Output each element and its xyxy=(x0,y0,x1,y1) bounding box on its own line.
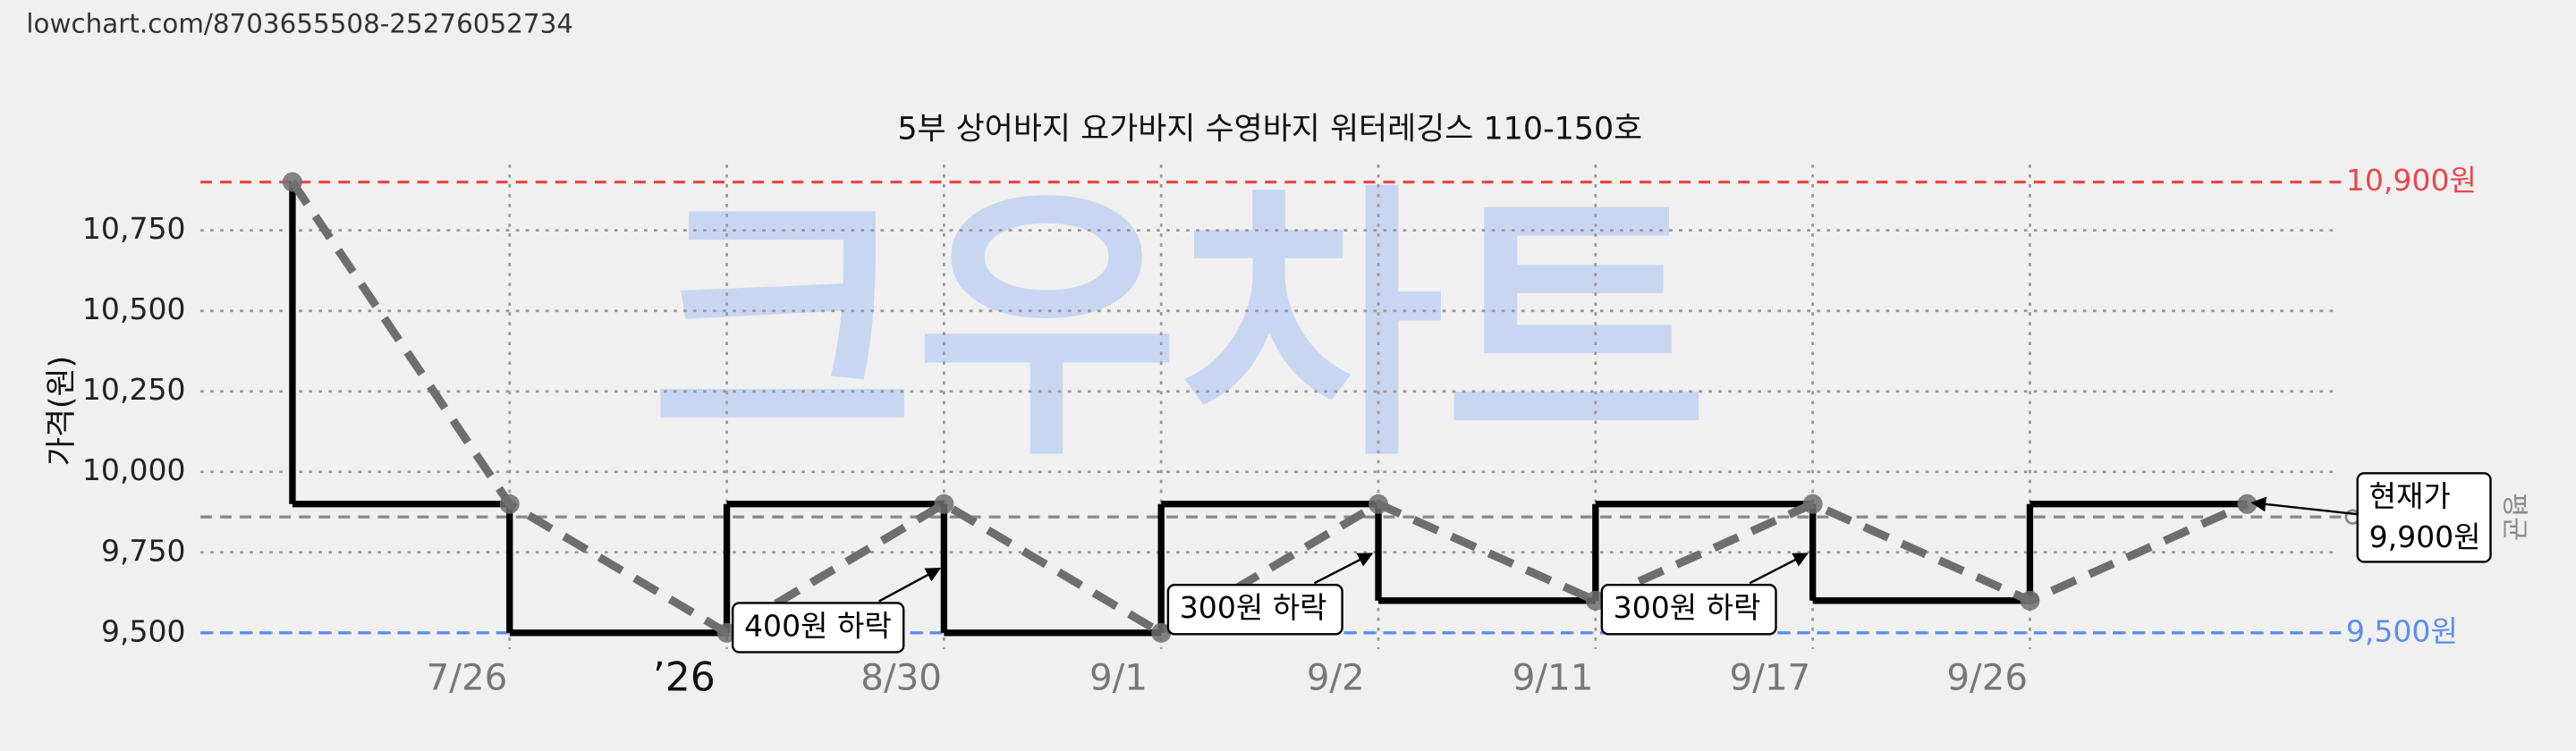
watermark: 크우차트 xyxy=(650,161,1708,495)
annotation-box xyxy=(2356,472,2492,563)
price-point xyxy=(2237,494,2258,514)
annotation-box xyxy=(1166,583,1343,636)
annotation-arrow xyxy=(2250,496,2358,516)
x-tick-label: 7/26 xyxy=(427,656,508,699)
reference-label: 9,500원 xyxy=(2346,613,2458,648)
reference-label: 10,900원 xyxy=(2346,163,2477,198)
y-tick-label: 9,750 xyxy=(101,533,186,568)
x-tick-label: 9/2 xyxy=(1307,656,1365,699)
reference-label: 평균 xyxy=(2500,493,2530,541)
annotation-box xyxy=(1600,583,1777,636)
price-point xyxy=(282,172,302,192)
annotation-text: 9,900원 xyxy=(2369,519,2481,554)
x-tick-label: 9/1 xyxy=(1089,656,1148,699)
annotation-arrow xyxy=(1749,553,1809,585)
y-axis-label: 가격(원) xyxy=(44,356,80,466)
y-tick-label: 10,750 xyxy=(82,211,186,246)
y-tick-label: 10,250 xyxy=(82,372,186,407)
annotation-arrow xyxy=(878,567,942,603)
price-point xyxy=(499,494,520,514)
price-point xyxy=(1151,622,1172,643)
x-tick-label: 9/26 xyxy=(1946,656,2028,699)
price-point xyxy=(1802,494,1823,514)
annotation-text: 300원 하락 xyxy=(1180,590,1327,625)
price-point xyxy=(934,494,954,514)
url: lowchart.com/8703655508-25276052734 xyxy=(26,8,573,38)
price-point xyxy=(1585,590,1606,611)
chart-title: 5부 상어바지 요가바지 수영바지 워터레깅스 110-150호 xyxy=(897,111,1642,147)
x-tick-label: 9/17 xyxy=(1730,656,1811,699)
annotation-box xyxy=(731,602,905,654)
x-tick-label: ’26 xyxy=(653,655,716,701)
y-tick-label: 10,500 xyxy=(82,291,186,326)
price-point xyxy=(2020,590,2040,611)
annotation-text: 현재가 xyxy=(2369,478,2451,513)
price-point xyxy=(1368,494,1389,514)
x-tick-label: 8/30 xyxy=(860,656,942,699)
annotation-arrow xyxy=(1313,553,1374,585)
annotation-text: 400원 하락 xyxy=(744,608,892,643)
price-line xyxy=(289,180,2250,638)
x-tick-label: 9/11 xyxy=(1513,656,1594,699)
y-tick-label: 9,500 xyxy=(101,613,186,648)
annotation-text: 300원 하락 xyxy=(1614,590,1761,625)
y-tick-label: 10,000 xyxy=(82,452,186,487)
